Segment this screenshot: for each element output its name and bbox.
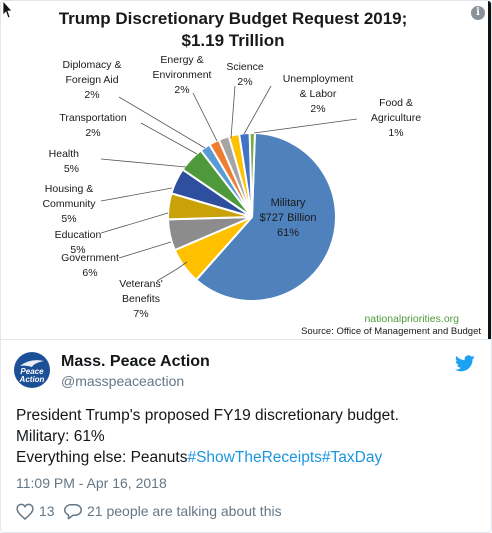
speech-bubble-icon[interactable]	[64, 503, 82, 520]
slice-label-line: Diplomacy &	[63, 59, 122, 71]
slice-label-line: Agriculture	[371, 112, 421, 124]
slice-label-line: 7%	[133, 308, 148, 320]
hashtag-show-the-receipts[interactable]: #ShowTheReceipts	[187, 449, 322, 466]
avatar[interactable]: Peace Action	[14, 352, 50, 388]
replies-text[interactable]: 21 people are talking about this	[87, 503, 282, 519]
leader-line	[140, 122, 198, 155]
slice-label-line: Energy &	[160, 54, 203, 66]
tweet-text: President Trump's proposed FY19 discreti…	[16, 405, 486, 468]
slice-label-line: Benefits	[122, 293, 160, 305]
slice-label-line: 2%	[85, 127, 100, 139]
slice-label: Health 5%	[49, 148, 80, 175]
leader-line	[100, 187, 173, 202]
slice-label-line: 5%	[61, 213, 76, 225]
like-count[interactable]: 13	[39, 503, 55, 519]
slice-label-line: 5%	[70, 244, 85, 256]
slice-label: Science 2%	[226, 61, 264, 88]
slice-label: Energy & Environment 2%	[153, 54, 212, 96]
slice-label: Veterans' Benefits 7%	[119, 278, 162, 320]
leader-line	[243, 85, 272, 135]
leader-line	[118, 96, 206, 149]
slice-label-line: Foreign Aid	[65, 74, 118, 86]
slice-label-line: Unemployment	[283, 73, 354, 85]
slice-label-line: Housing &	[45, 183, 93, 195]
tweet-line-1: President Trump's proposed FY19 discreti…	[16, 407, 399, 424]
display-name[interactable]: Mass. Peace Action	[61, 353, 210, 370]
slice-label-line: 6%	[82, 267, 97, 279]
chart-source: Source: Office of Management and Budget	[301, 326, 481, 337]
slice-label: Government 6%	[61, 252, 119, 279]
pie-chart: Trump Discretionary Budget Request 2019;…	[42, 9, 481, 337]
leader-line	[100, 158, 187, 168]
slice-label: Housing & Community 5%	[42, 183, 96, 225]
leader-line	[230, 85, 236, 139]
slice-label-line: 2%	[174, 84, 189, 96]
tweet-line-2: Military: 61%	[16, 428, 105, 445]
tweet-line-3: Everything else: Peanuts#ShowTheReceipts…	[16, 447, 486, 468]
slice-label: Education 5%	[55, 229, 102, 256]
slice-label-line: Veterans'	[119, 278, 162, 290]
leader-line	[156, 261, 188, 282]
slice-label-line: Science	[226, 61, 264, 73]
tweet-media-chart[interactable]: Trump Discretionary Budget Request 2019;…	[1, 1, 491, 340]
slice-label: Transportation 2%	[59, 112, 126, 139]
slice-label-line: 2%	[310, 103, 325, 115]
handle[interactable]: @masspeaceaction	[61, 373, 185, 389]
slice-label-line: Environment	[153, 69, 212, 81]
slice-label-line: Food &	[379, 97, 413, 109]
source-url: nationalpriorities.org	[364, 313, 459, 325]
slice-label-line: 5%	[64, 163, 79, 175]
tweet-line-3-text: Everything else: Peanuts	[16, 449, 188, 466]
heart-icon[interactable]	[16, 503, 34, 520]
slice-label-line: $727 Billion	[260, 212, 317, 224]
info-icon[interactable]: i	[471, 6, 485, 20]
leader-line	[100, 212, 169, 234]
slice-label-line: & Labor	[300, 88, 337, 100]
timestamp[interactable]: 11:09 PM - Apr 16, 2018	[16, 475, 167, 491]
avatar-text-action: Action	[19, 375, 45, 384]
hashtag-tax-day[interactable]: #TaxDay	[321, 449, 383, 466]
slice-label: Food & Agriculture 1%	[371, 97, 421, 139]
pie-slice	[194, 132, 337, 302]
slice-label: Diplomacy & Foreign Aid 2%	[63, 59, 122, 101]
dove-icon	[20, 360, 44, 367]
slice-label-line: Health	[49, 148, 80, 160]
slice-label-line: 2%	[237, 76, 252, 88]
slice-label-line: 61%	[277, 227, 299, 239]
slice-label-line: Transportation	[59, 112, 126, 124]
slice-label: Military $727 Billion 61%	[260, 197, 317, 239]
leader-line	[192, 92, 218, 142]
slice-label-line: Military	[271, 197, 306, 209]
cursor-icon	[2, 1, 13, 19]
slice-label-line: 1%	[388, 127, 403, 139]
slice-label-line: Education	[55, 229, 102, 241]
twitter-bird-icon[interactable]	[455, 355, 475, 372]
leader-line	[118, 241, 172, 259]
leader-line	[253, 118, 358, 134]
slice-label: Unemployment & Labor 2%	[283, 73, 354, 115]
slice-label-line: 2%	[84, 89, 99, 101]
chart-title: Trump Discretionary Budget Request 2019;	[59, 9, 408, 28]
slice-label-line: Community	[42, 198, 96, 210]
scrollbar[interactable]	[488, 1, 491, 339]
avatar-text-peace: Peace	[20, 367, 44, 376]
slice-label-line: Government	[61, 252, 119, 264]
chart-subtitle: $1.19 Trillion	[182, 31, 285, 50]
